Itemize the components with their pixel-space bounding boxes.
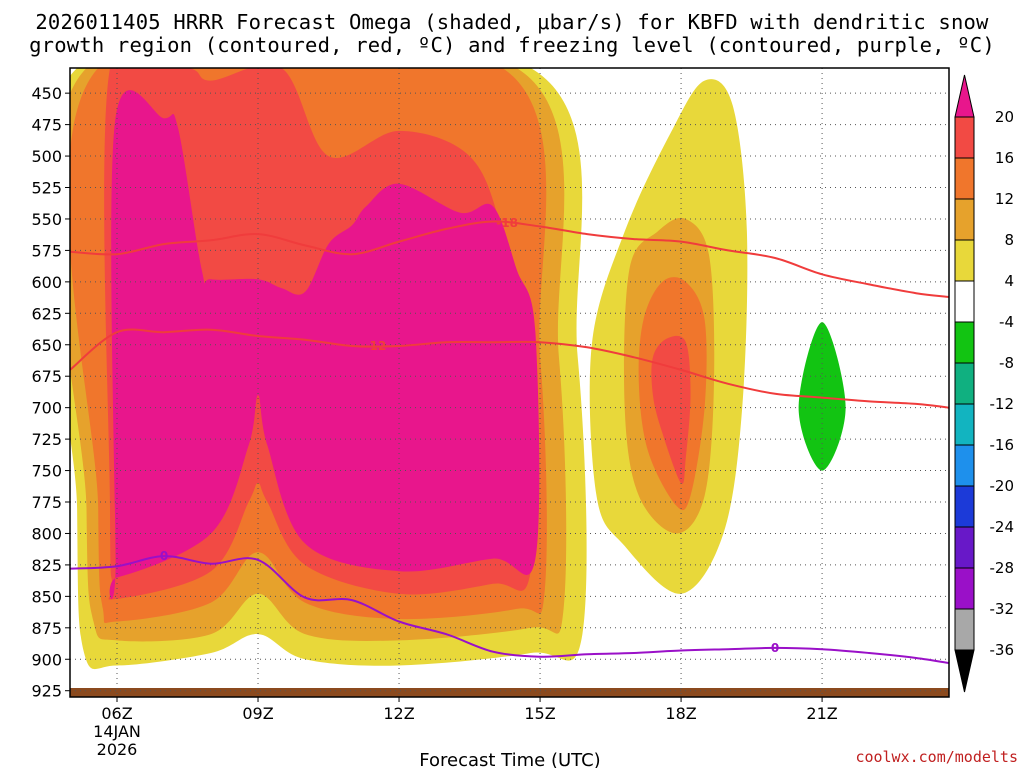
y-axis: 450 475 500 525 550 575 600 625 650 675 700 725 750 7… <box>31 84 70 701</box>
y-tick-label-475: 475 <box>31 116 62 135</box>
colorbar-segment-8 <box>954 198 975 241</box>
x-tick-label-12Z: 12Z <box>383 704 414 723</box>
colorbar-label-20: 20 <box>995 108 1014 126</box>
x-tick-label-06Z: 06Z <box>101 704 132 723</box>
colorbar-segment--32 <box>954 567 975 610</box>
omega-region-16-7 <box>651 335 691 484</box>
colorbar-label--4: -4 <box>999 313 1014 331</box>
dgz-contour-minus18-line <box>70 220 949 298</box>
colorbar-label-8: 8 <box>1004 231 1014 249</box>
y-tick-label-725: 725 <box>31 430 62 449</box>
colorbar-segment--24 <box>954 485 975 528</box>
omega-region--8-9 <box>798 322 846 471</box>
dgz-contour-minus12-label: -12 <box>365 339 387 353</box>
x-axis-label: Forecast Time (UTC) <box>419 750 600 768</box>
colorbar-segment--8 <box>954 321 975 364</box>
y-tick-label-750: 750 <box>31 462 62 481</box>
dgz-contour-minus12-line <box>70 328 949 409</box>
colorbar-segment--16 <box>954 403 975 446</box>
date-label-day: 14JAN <box>93 722 141 741</box>
colorbar: 20 16 12 8 4 -4 -8 -12 -16 -20 -24 -28 -32 -36 <box>954 74 1015 693</box>
plot-frame <box>69 67 950 698</box>
colorbar-label--24: -24 <box>990 518 1015 536</box>
x-tick-label-18Z: 18Z <box>665 704 696 723</box>
colorbar-label--8: -8 <box>999 354 1014 372</box>
y-tick-label-575: 575 <box>31 241 62 260</box>
chart-title-line2: growth region (contoured, red, ºC) and f… <box>29 33 995 57</box>
colorbar-segment-12 <box>954 157 975 200</box>
x-tick-label-15Z: 15Z <box>524 704 555 723</box>
colorbar-segment--12 <box>954 362 975 405</box>
ground-layer <box>70 688 949 697</box>
colorbar-label--32: -32 <box>990 600 1015 618</box>
dgz-contour-minus18-label: -18 <box>496 216 518 230</box>
colorbar-label--16: -16 <box>990 436 1015 454</box>
y-tick-label-650: 650 <box>31 336 62 355</box>
colorbar-label--20: -20 <box>990 477 1015 495</box>
y-tick-label-600: 600 <box>31 273 62 292</box>
chart-title-line1: 2026011405 HRRR Forecast Omega (shaded, … <box>35 10 989 34</box>
colorbar-label-12: 12 <box>995 190 1014 208</box>
y-tick-label-525: 525 <box>31 179 62 198</box>
y-tick-label-825: 825 <box>31 556 62 575</box>
freezing-level-0-a-label: 0 <box>160 549 168 563</box>
colorbar-label-4: 4 <box>1004 272 1014 290</box>
ground-strip <box>70 688 949 697</box>
colorbar-top-arrow <box>954 74 975 118</box>
colorbar-label--36: -36 <box>990 641 1015 659</box>
y-tick-label-850: 850 <box>31 587 62 606</box>
y-tick-label-800: 800 <box>31 524 62 543</box>
colorbar-bottom-arrow <box>954 649 975 693</box>
colorbar-segment--20 <box>954 444 975 487</box>
colorbar-label--12: -12 <box>990 395 1015 413</box>
y-tick-label-875: 875 <box>31 619 62 638</box>
x-tick-label-21Z: 21Z <box>806 704 837 723</box>
date-label-year: 2026 <box>97 740 138 759</box>
y-tick-label-925: 925 <box>31 682 62 701</box>
y-tick-label-775: 775 <box>31 493 62 512</box>
colorbar-segment-4 <box>954 239 975 282</box>
colorbar-segment--28 <box>954 526 975 569</box>
y-tick-label-625: 625 <box>31 304 62 323</box>
colorbar-label-16: 16 <box>995 149 1014 167</box>
y-tick-label-550: 550 <box>31 210 62 229</box>
colorbar-segment--4 <box>954 280 975 323</box>
y-tick-label-500: 500 <box>31 147 62 166</box>
y-tick-label-675: 675 <box>31 367 62 386</box>
y-tick-label-700: 700 <box>31 399 62 418</box>
omega-shading <box>70 68 846 670</box>
y-tick-label-900: 900 <box>31 650 62 669</box>
freezing-level-0-a-line <box>70 555 949 664</box>
contour-lines: -18 -12 0 0 <box>70 216 949 664</box>
credit-text: coolwx.com/modelts <box>855 748 1018 766</box>
colorbar-segment-16 <box>954 116 975 159</box>
freezing-level-0-b-label: 0 <box>771 641 779 655</box>
colorbar-segment--36 <box>954 608 975 651</box>
omega-region-20-8 <box>109 90 540 600</box>
colorbar-label--28: -28 <box>990 559 1015 577</box>
y-tick-label-450: 450 <box>31 84 62 103</box>
x-tick-label-09Z: 09Z <box>242 704 273 723</box>
